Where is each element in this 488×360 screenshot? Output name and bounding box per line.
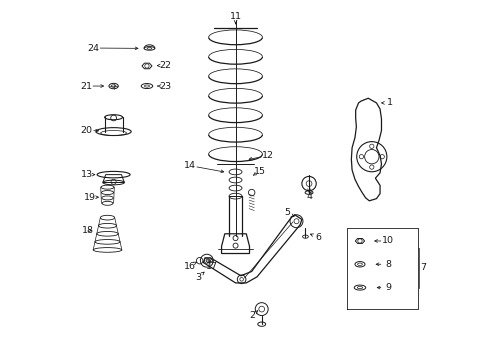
Text: 4: 4 — [305, 192, 311, 201]
Text: 3: 3 — [194, 273, 201, 282]
Text: 10: 10 — [381, 237, 393, 246]
Text: 18: 18 — [81, 226, 93, 235]
Text: 20: 20 — [81, 126, 93, 135]
Text: 12: 12 — [262, 151, 274, 160]
Text: 8: 8 — [384, 260, 390, 269]
Text: 14: 14 — [183, 161, 196, 170]
Text: 21: 21 — [80, 82, 92, 91]
Text: 17: 17 — [206, 262, 218, 271]
Text: 7: 7 — [419, 264, 426, 273]
Text: 15: 15 — [253, 167, 265, 176]
Text: 9: 9 — [384, 283, 390, 292]
Text: 6: 6 — [315, 233, 321, 242]
Text: 23: 23 — [159, 82, 171, 91]
Text: 2: 2 — [249, 311, 255, 320]
Text: 16: 16 — [183, 262, 196, 271]
Text: 24: 24 — [87, 44, 99, 53]
Text: 13: 13 — [81, 170, 93, 179]
Text: 1: 1 — [386, 98, 392, 107]
Text: 5: 5 — [283, 208, 289, 217]
Text: 19: 19 — [83, 193, 95, 202]
Text: 22: 22 — [159, 61, 170, 70]
Text: 11: 11 — [229, 12, 241, 21]
